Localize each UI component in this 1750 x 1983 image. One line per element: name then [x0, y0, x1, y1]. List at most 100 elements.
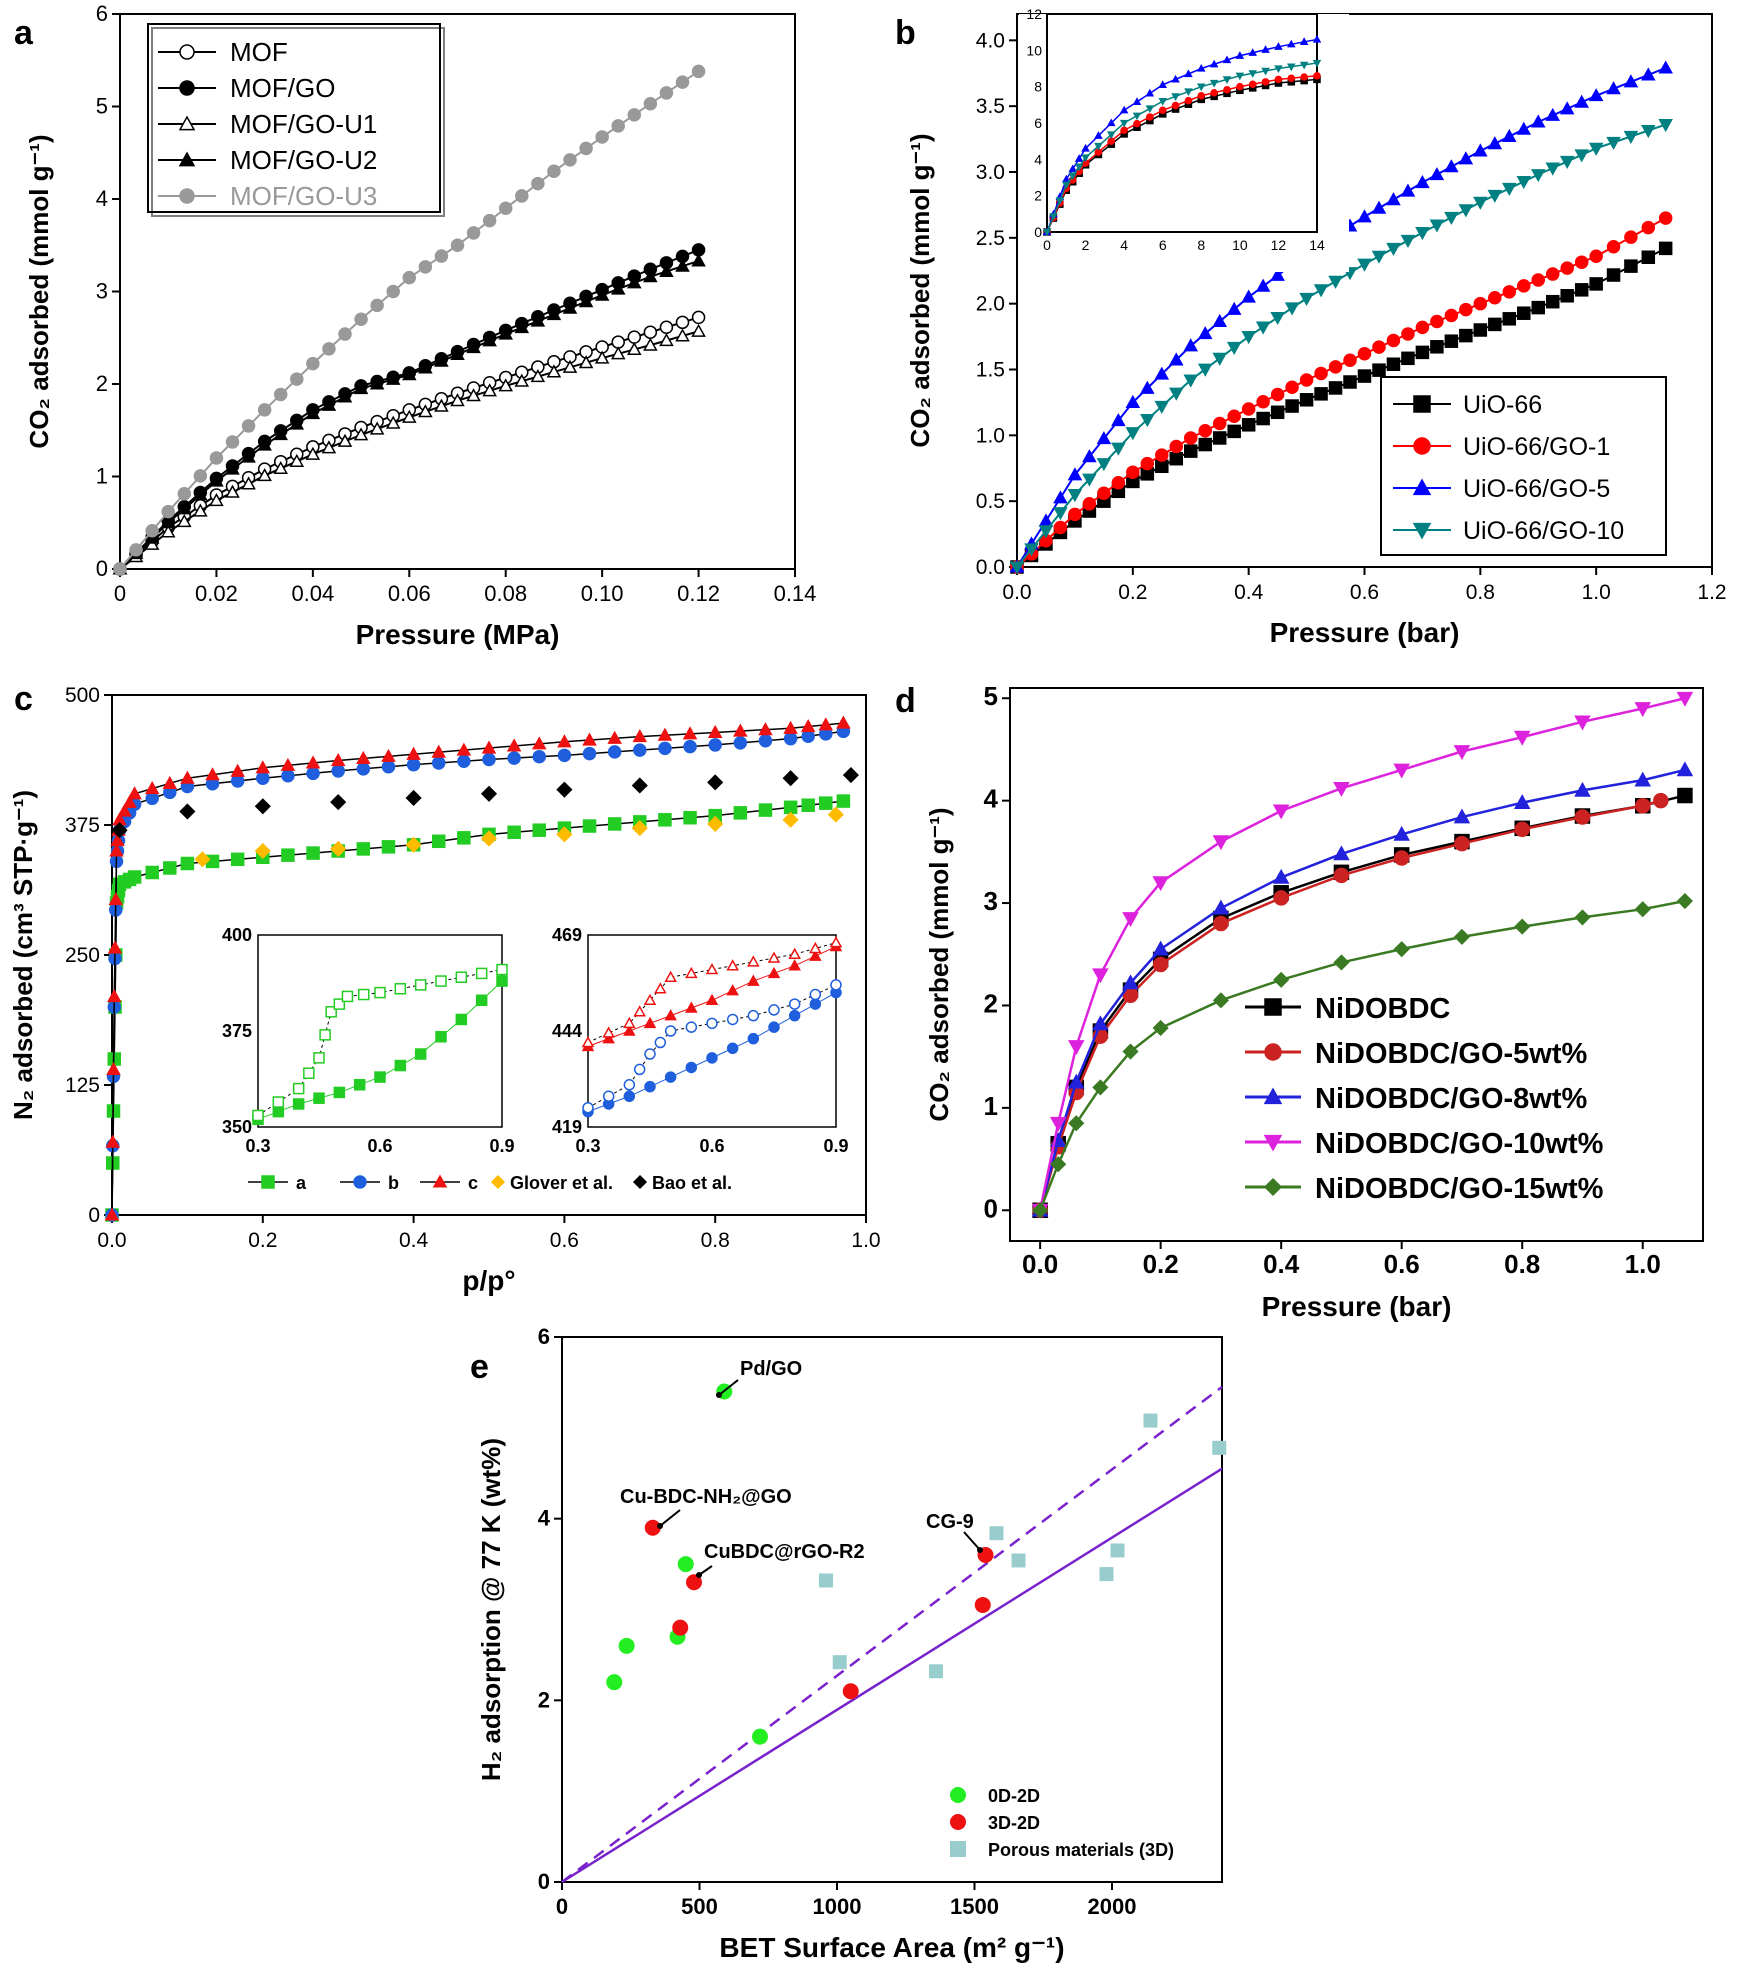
series-c: [104, 715, 851, 1221]
data-point: [145, 524, 159, 538]
inset-data-point: [313, 1092, 325, 1104]
data-point: [1068, 1040, 1085, 1055]
data-point: [1444, 334, 1459, 348]
data-point: [1197, 326, 1213, 340]
data-point: [1458, 151, 1474, 165]
data-point: [1574, 149, 1589, 163]
data-point: [989, 1526, 1004, 1541]
y-tick-label: 3: [96, 279, 108, 304]
data-point: [644, 1519, 661, 1536]
inset-series-line: [587, 984, 837, 1109]
inset-data-point: [292, 1082, 305, 1095]
y-tick-label: 0: [88, 1204, 100, 1227]
data-point: [1082, 449, 1097, 463]
inset-x-tick-label: 0.6: [367, 1136, 392, 1156]
inset-data-point: [475, 967, 488, 980]
data-point: [1429, 167, 1445, 181]
x-tick-label: 0.8: [1504, 1249, 1540, 1279]
annotation-arrow-head: [657, 1523, 663, 1529]
inset-data-point: [1299, 61, 1309, 70]
data-point: [1068, 1073, 1085, 1089]
data-point: [783, 800, 798, 815]
data-point: [1634, 798, 1651, 814]
series-mof-go-u1: [112, 323, 706, 575]
data-point: [1574, 909, 1591, 926]
legend-marker: [1263, 1134, 1283, 1152]
inset-data-point: [1120, 126, 1128, 135]
inset-data-point: [1235, 72, 1245, 81]
data-point: [330, 794, 347, 811]
panel-label: c: [14, 680, 33, 718]
annotation-label: Cu-BDC-NH₂@GO: [620, 1486, 792, 1508]
data-point: [1641, 124, 1656, 139]
data-point: [193, 503, 208, 517]
inset-y-tick-label: 469: [552, 925, 582, 945]
data-point: [1152, 876, 1169, 892]
inset-data-point: [292, 1098, 305, 1110]
data-point: [1658, 241, 1673, 256]
data-point: [273, 460, 288, 475]
inset-data-point: [1287, 63, 1296, 72]
data-point: [514, 373, 530, 387]
inset-x-tick-label: 4: [1120, 237, 1128, 253]
inset-data-point: [623, 1024, 636, 1036]
inset-data-point: [1042, 228, 1052, 237]
data-point: [306, 846, 320, 860]
data-point: [1140, 456, 1155, 471]
data-point: [482, 213, 497, 228]
data-point: [1314, 366, 1328, 381]
x-tick-label: 0.8: [701, 1229, 730, 1252]
data-point: [1473, 296, 1488, 311]
data-point: [480, 785, 498, 802]
data-point: [1183, 374, 1199, 388]
x-tick-label: 0.4: [1263, 1249, 1300, 1279]
inset-data-point: [1074, 154, 1084, 162]
inset-x-tick-label: 0: [1043, 237, 1051, 253]
inset-data-point: [654, 982, 667, 994]
data-point: [1513, 794, 1531, 810]
data-point: [1053, 490, 1068, 504]
annotation-arrow-head: [977, 1547, 983, 1553]
data-point: [1212, 992, 1229, 1009]
data-point: [1473, 143, 1488, 157]
data-point: [177, 487, 192, 501]
data-point: [1111, 412, 1126, 427]
inset-y-tick-label: 0: [1034, 224, 1042, 240]
inset-data-point: [643, 1016, 657, 1029]
data-point: [562, 359, 578, 373]
inset-data-point: [1313, 72, 1321, 80]
data-point: [1401, 351, 1415, 366]
data-point: [1241, 331, 1256, 345]
data-point: [402, 409, 417, 423]
data-point: [1531, 273, 1545, 287]
inset-data-point: [1107, 137, 1116, 145]
data-point: [109, 843, 124, 857]
data-point: [177, 501, 192, 515]
data-point: [1154, 400, 1170, 414]
data-point: [594, 287, 610, 301]
data-point: [974, 1596, 991, 1613]
data-point: [434, 398, 449, 412]
inset-x-tick-label: 14: [1309, 237, 1325, 253]
data-point: [1574, 283, 1589, 297]
data-point: [758, 722, 773, 736]
data-point: [1400, 183, 1416, 197]
data-point: [162, 775, 178, 789]
data-point: [418, 404, 433, 418]
inset-data-point: [643, 993, 657, 1006]
data-point: [1256, 395, 1270, 409]
inset-data-point: [747, 1009, 760, 1022]
data-point: [144, 530, 160, 544]
data-point: [255, 760, 271, 774]
data-point: [842, 767, 859, 784]
data-point: [129, 543, 143, 557]
y-tick-label: 2: [984, 988, 998, 1018]
data-point: [595, 130, 609, 144]
legend-marker: [261, 1175, 275, 1189]
data-point: [627, 330, 642, 344]
data-point: [1097, 486, 1111, 501]
data-point: [659, 86, 674, 100]
data-point: [290, 372, 304, 386]
inset-data-point: [685, 1061, 698, 1074]
data-point: [1589, 277, 1603, 291]
